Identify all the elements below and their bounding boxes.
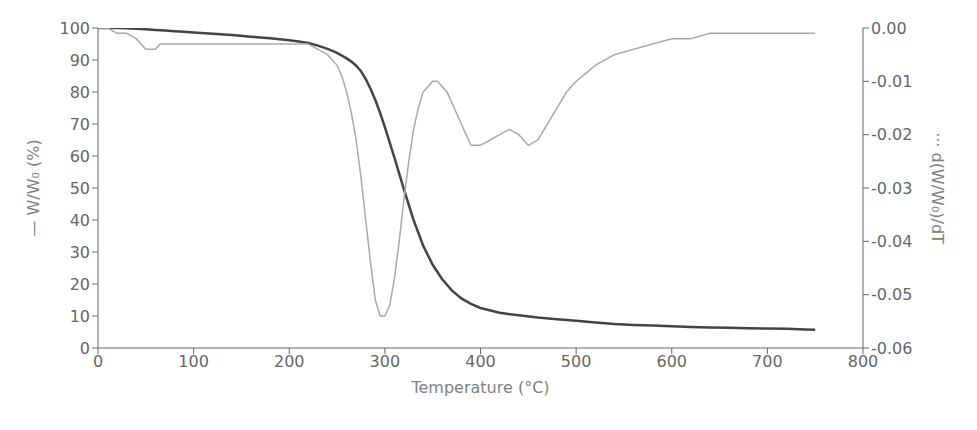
svg-text:90: 90 <box>70 51 90 70</box>
svg-text:800: 800 <box>847 352 879 372</box>
svg-text:500: 500 <box>561 352 592 371</box>
svg-text:100: 100 <box>59 19 90 38</box>
svg-text:0: 0 <box>93 352 103 371</box>
svg-text:10: 10 <box>70 307 90 326</box>
svg-text:60: 60 <box>70 147 90 166</box>
svg-text:0.00: 0.00 <box>871 19 907 38</box>
svg-text:400: 400 <box>465 352 496 371</box>
svg-text:80: 80 <box>70 83 90 102</box>
svg-text:-0.03: -0.03 <box>871 179 912 198</box>
svg-text:-0.06: -0.06 <box>871 339 912 358</box>
svg-text:0: 0 <box>80 339 90 358</box>
svg-text:40: 40 <box>70 211 90 230</box>
svg-text:50: 50 <box>70 179 90 198</box>
svg-text:70: 70 <box>70 115 90 134</box>
svg-text:-0.04: -0.04 <box>871 232 912 251</box>
svg-text:100: 100 <box>178 352 209 371</box>
svg-text:Temperature (°C): Temperature (°C) <box>410 378 549 397</box>
svg-text:··· d(W/W₀)/dT: ··· d(W/W₀)/dT <box>928 132 947 244</box>
svg-text:-0.01: -0.01 <box>871 72 912 91</box>
svg-text:— W/W₀ (%): — W/W₀ (%) <box>24 139 43 236</box>
svg-text:200: 200 <box>274 352 305 371</box>
svg-text:20: 20 <box>70 275 90 294</box>
svg-text:30: 30 <box>70 243 90 262</box>
svg-text:-0.02: -0.02 <box>871 125 912 144</box>
svg-text:600: 600 <box>656 352 687 371</box>
svg-text:300: 300 <box>370 352 401 371</box>
svg-text:-0.05: -0.05 <box>871 285 912 304</box>
svg-text:700: 700 <box>752 352 783 371</box>
